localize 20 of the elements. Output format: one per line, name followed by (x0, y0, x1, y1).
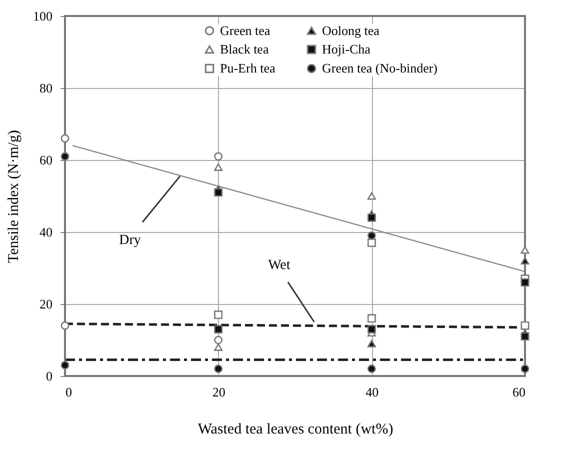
legend-label: Green tea (220, 22, 270, 38)
y-tick-label: 60 (40, 152, 52, 168)
annotation: Dry (119, 233, 141, 248)
annotation: Wet (268, 258, 290, 273)
legend-label: Black tea (220, 42, 269, 56)
x-tick-label: 40 (366, 384, 379, 400)
x-axis-title: Wasted tea leaves content (wt%) (198, 422, 394, 438)
y-tick-label: 40 (40, 224, 52, 240)
y-tick-label: 80 (40, 80, 52, 96)
y-axis-title: Tensile index (N·m/g) (6, 130, 22, 264)
legend-label: Oolong tea (322, 22, 380, 38)
y-tick-label: 20 (40, 296, 52, 312)
legend-label: Green tea (No-binder) (322, 60, 438, 76)
legend-label: Hoji-Cha (322, 42, 371, 56)
legend-label: Pu-Erh tea (220, 60, 276, 76)
x-tick-label: 20 (212, 384, 226, 400)
y-tick-label: 0 (46, 368, 52, 384)
x-tick-label: 0 (66, 384, 72, 400)
x-tick-label: 60 (512, 384, 526, 400)
y-tick-label: 100 (33, 8, 52, 24)
